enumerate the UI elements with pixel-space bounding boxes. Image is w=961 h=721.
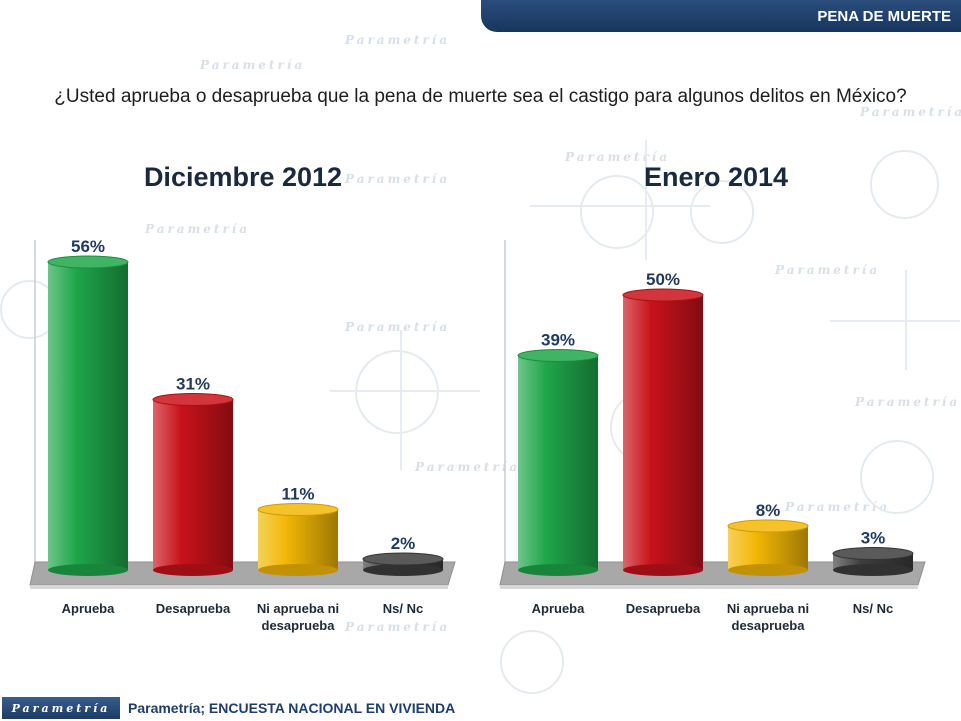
watermark-text: Parametría: [200, 58, 306, 72]
bar-body: [258, 509, 338, 570]
bar-top: [257, 503, 339, 516]
bar-aprueba: [47, 255, 129, 576]
bar-top: [362, 552, 444, 566]
watermark-text: Parametría: [345, 620, 451, 634]
category-label: Ns/ Nc: [822, 600, 924, 617]
chart-floor-edge: [30, 585, 448, 589]
bar-body: [728, 526, 808, 570]
bar-top: [152, 393, 234, 406]
watermark-circle: [870, 150, 939, 219]
watermark-text: Parametría: [345, 33, 451, 47]
data-label: 50%: [646, 270, 680, 289]
bar-bottom: [833, 564, 913, 576]
bar-chart-enero-2014: 39% 50% 8% 3%: [499, 240, 926, 589]
category-label-line: Ns/ Nc: [852, 601, 894, 616]
category-label-line: Aprueba: [61, 601, 115, 616]
category-label-line: Ns/ Nc: [382, 601, 424, 616]
source-note: Parametría; ENCUESTA NACIONAL EN VIVIEND…: [128, 700, 456, 716]
data-label: 8%: [756, 501, 781, 520]
bar-ns-nc: [362, 552, 444, 576]
bar-desaprueba: [152, 393, 234, 576]
bar-bottom: [728, 564, 808, 576]
category-label-line: desaprueba: [261, 618, 335, 633]
bar-ni-aprueba-ni-desaprueba: [257, 503, 339, 576]
category-label-line: Ni aprueba ni: [726, 601, 810, 616]
watermark-circle: [500, 630, 564, 694]
category-label: Ns/ Nc: [352, 600, 454, 617]
bar-top: [47, 255, 129, 269]
category-label: Aprueba: [37, 600, 139, 617]
category-label-line: Desaprueba: [155, 601, 231, 616]
bar-body: [623, 295, 703, 570]
chart-floor-edge: [500, 585, 918, 589]
bar-bottom: [48, 564, 128, 576]
bar-bottom: [153, 564, 233, 576]
category-label: Desaprueba: [612, 600, 714, 617]
data-label: 39%: [541, 331, 575, 350]
data-label: 11%: [281, 485, 314, 504]
watermark-line: [530, 205, 710, 207]
bar-bottom: [363, 564, 443, 576]
bar-desaprueba: [622, 288, 704, 576]
bar-chart-diciembre-2012: 56% 31% 11% 2%: [29, 237, 456, 589]
chart-title-left: Diciembre 2012: [143, 162, 343, 192]
data-label: 31%: [176, 375, 210, 394]
category-label: Ni aprueba ni desaprueba: [717, 600, 819, 634]
bar-ns-nc: [832, 547, 914, 576]
category-label-line: Desaprueba: [625, 601, 701, 616]
bar-top: [517, 349, 599, 362]
header-tab: PENA DE MUERTE: [481, 0, 961, 32]
category-label: Ni aprueba ni desaprueba: [247, 600, 349, 634]
bar-bottom: [258, 564, 338, 576]
data-label: 56%: [71, 237, 105, 256]
data-label: 2%: [391, 534, 416, 553]
parametria-logo: Parametría: [2, 697, 120, 719]
bar-top: [832, 547, 914, 560]
bar-bottom: [623, 564, 703, 576]
survey-question: ¿Usted aprueba o desaprueba que la pena …: [54, 86, 907, 107]
category-label-line: desaprueba: [731, 618, 805, 633]
chart-title-right: Enero 2014: [643, 162, 789, 192]
bar-body: [48, 262, 128, 570]
bar-ni-aprueba-ni-desaprueba: [727, 519, 809, 576]
bar-top: [727, 519, 809, 533]
header-title: PENA DE MUERTE: [817, 7, 951, 25]
bar-aprueba: [517, 349, 599, 576]
category-label-line: Aprueba: [531, 601, 585, 616]
bar-top: [622, 288, 704, 302]
category-label: Aprueba: [507, 600, 609, 617]
category-label-line: Ni aprueba ni: [256, 601, 340, 616]
data-label: 3%: [861, 529, 886, 548]
bar-body: [518, 355, 598, 570]
bar-body: [153, 399, 233, 570]
category-label: Desaprueba: [142, 600, 244, 617]
bar-bottom: [518, 564, 598, 576]
